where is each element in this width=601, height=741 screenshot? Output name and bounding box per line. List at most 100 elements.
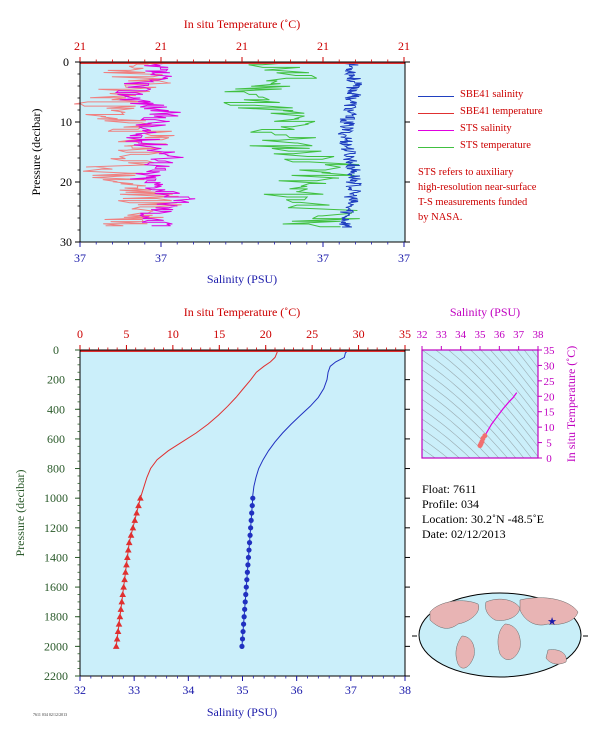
- salinity-marker: [242, 599, 248, 605]
- ts-salinity-tick-label: 33: [436, 329, 448, 341]
- density-contour-line: [523, 350, 538, 369]
- main-salinity-tick-label: 32: [74, 683, 86, 697]
- ts-temp-tick-label: 0: [546, 453, 552, 465]
- legend-item-sbe41-salinity: SBE41 salinity: [418, 88, 598, 105]
- land-shape: [485, 598, 521, 621]
- ts-temp-tick-label: 10: [544, 422, 556, 434]
- salinity-marker: [247, 532, 253, 538]
- density-contour-line: [489, 350, 538, 408]
- temperature-marker: [125, 539, 133, 546]
- salinity-marker: [246, 547, 252, 553]
- legend-label: SBE41 salinity: [460, 89, 524, 100]
- ts-temp-tick-label: 30: [544, 360, 556, 372]
- density-contour-line: [480, 350, 538, 418]
- salinity-marker: [244, 577, 250, 583]
- salinity-marker: [248, 517, 254, 524]
- main-temp-tick-label: 30: [353, 327, 365, 341]
- salinity-marker: [242, 606, 248, 612]
- legend-swatch: [418, 113, 454, 114]
- salinity-marker: [246, 540, 253, 546]
- top-temp-tick-label: 21: [317, 39, 329, 53]
- ts-marker: [477, 443, 483, 449]
- temperature-marker: [124, 553, 131, 560]
- top-temp-tick-label: 21: [155, 39, 167, 53]
- density-contour-line: [422, 379, 508, 458]
- salinity-marker: [244, 569, 250, 575]
- temperature-marker: [113, 635, 121, 642]
- top-pressure-tick-label: 0: [63, 55, 69, 69]
- main-temp-tick-label: 10: [167, 327, 179, 341]
- legend-item-sbe41-temperature: SBE41 temperature: [418, 105, 598, 122]
- main-pressure-tick-label: 600: [47, 432, 65, 446]
- density-contour-line: [470, 350, 538, 428]
- temperature-marker: [120, 583, 127, 590]
- density-contour-line: [448, 350, 538, 448]
- legend-label: STS salinity: [460, 123, 512, 134]
- temperature-marker: [135, 502, 142, 509]
- main-salinity-tick-label: 38: [399, 683, 411, 697]
- top-temp-tick-label: 21: [398, 39, 410, 53]
- temperature-marker: [118, 598, 126, 605]
- main-salinity-tick-label: 33: [128, 683, 140, 697]
- main-panel-background: [80, 350, 405, 676]
- main-temp-tick-label: 15: [213, 327, 225, 341]
- float-location-star: ★: [547, 616, 557, 628]
- land-shape: [519, 597, 579, 626]
- temperature-marker: [117, 605, 125, 612]
- ts-salinity-tick-label: 37: [513, 329, 525, 341]
- top-pressure-axis-title: Pressure (decibar): [29, 109, 43, 196]
- main-temp-tick-label: 0: [77, 327, 83, 341]
- temperature-marker: [122, 568, 129, 575]
- salinity-marker: [249, 502, 255, 509]
- ts-temp-tick-label: 35: [544, 345, 556, 357]
- main-pressure-tick-label: 2200: [44, 669, 68, 683]
- temperature-marker: [121, 576, 128, 583]
- salinity-marker: [239, 636, 246, 642]
- top-legend: SBE41 salinity SBE41 temperature STS sal…: [418, 88, 598, 156]
- sts-temperature-trace: [223, 61, 360, 228]
- footer-small-print: 7611 034 02/12/2013: [33, 712, 68, 717]
- legend-label: SBE41 temperature: [460, 106, 543, 117]
- temperature-marker: [123, 561, 130, 568]
- density-contour-line: [403, 210, 558, 365]
- land-shape: [429, 600, 480, 629]
- ts-salinity-tick-label: 34: [455, 329, 467, 341]
- legend-swatch: [418, 130, 454, 131]
- density-contours: [403, 210, 558, 458]
- salinity-marker: [240, 628, 246, 635]
- top-pressure-tick-label: 30: [60, 235, 72, 249]
- legend-swatch: [418, 147, 454, 148]
- main-salinity-tick-label: 35: [237, 683, 249, 697]
- legend-item-sts-salinity: STS salinity: [418, 122, 598, 139]
- salinity-marker: [239, 643, 245, 649]
- main-salinity-axis-title: Salinity (PSU): [207, 705, 277, 719]
- legend-item-sts-temperature: STS temperature: [418, 139, 598, 156]
- note-line: high-resolution near-surface: [418, 182, 537, 193]
- temperature-marker: [131, 516, 139, 523]
- density-contour-line: [422, 369, 517, 458]
- main-pressure-tick-label: 800: [47, 462, 65, 476]
- salinity-marker: [240, 621, 247, 627]
- density-contour-line: [507, 350, 538, 389]
- temperature-marker: [127, 531, 135, 538]
- top-salinity-tick-label: 37: [74, 251, 86, 265]
- main-pressure-tick-label: 1800: [44, 610, 68, 624]
- top-temp-tick-label: 21: [74, 39, 86, 53]
- density-contour-line: [422, 350, 532, 458]
- density-contour-line: [422, 359, 525, 458]
- top-salinity-tick-label: 37: [317, 251, 329, 265]
- salinity-marker: [243, 591, 249, 598]
- main-pressure-tick-label: 1400: [44, 550, 68, 564]
- legend-swatch: [418, 96, 454, 97]
- salinity-marker: [241, 614, 247, 620]
- temperature-marker: [137, 494, 144, 501]
- ts-temp-tick-label: 20: [544, 391, 556, 403]
- salinity-marker: [245, 562, 251, 568]
- ts-temp-tick-label: 15: [544, 407, 556, 419]
- land-shape: [545, 649, 567, 665]
- temperature-marker: [133, 509, 140, 516]
- density-contour-line: [422, 418, 471, 458]
- main-pressure-tick-label: 1200: [44, 521, 68, 535]
